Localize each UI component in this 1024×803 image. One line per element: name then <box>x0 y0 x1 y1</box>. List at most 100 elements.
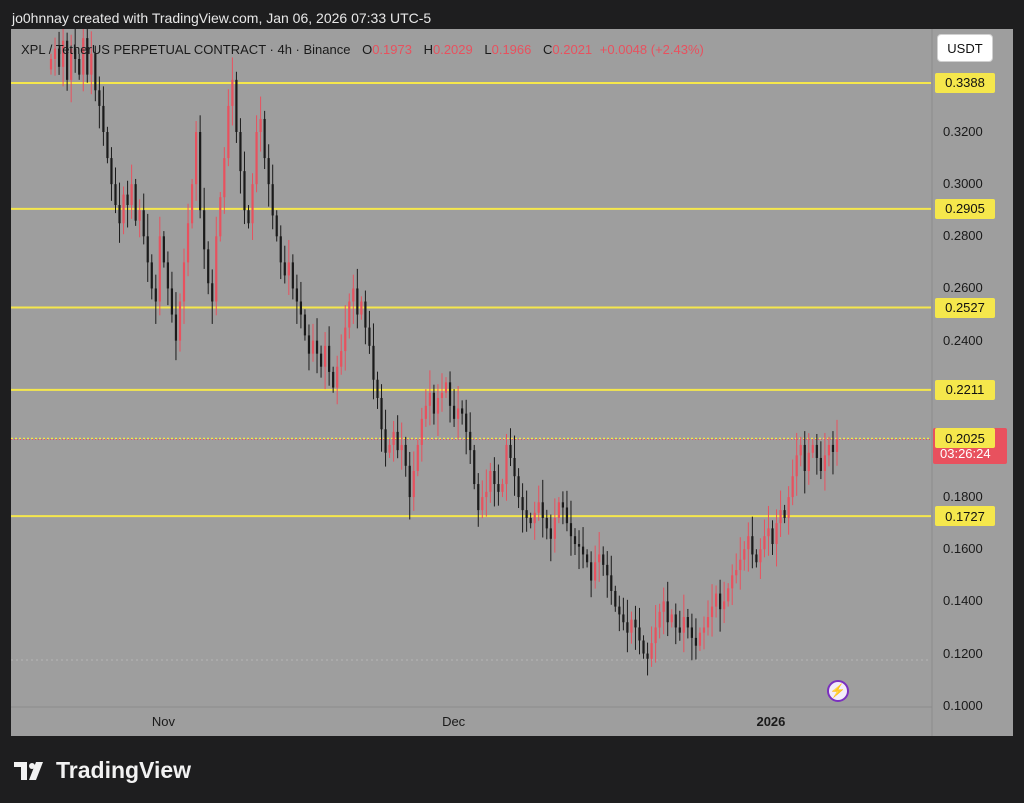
y-tick-label: 0.3000 <box>943 176 983 192</box>
candle <box>416 439 419 477</box>
candle <box>577 530 581 570</box>
candle <box>219 191 222 242</box>
candle <box>90 31 93 95</box>
candle <box>328 326 331 386</box>
symbol-legend: XPL / TetherUS PERPETUAL CONTRACT · 4h ·… <box>21 42 704 57</box>
candle <box>66 32 69 91</box>
close-key: C <box>543 42 553 57</box>
candle <box>243 151 246 225</box>
candle <box>267 144 270 207</box>
candle <box>771 520 774 555</box>
candle <box>315 318 319 374</box>
candle <box>497 464 500 506</box>
candle <box>440 373 444 412</box>
candle <box>283 245 286 284</box>
candle <box>158 216 161 316</box>
candle <box>723 581 726 624</box>
candle <box>380 384 383 452</box>
candle <box>138 199 141 238</box>
lightning-icon[interactable]: ⚡ <box>827 680 849 702</box>
candle <box>271 164 274 230</box>
high-key: H <box>423 42 433 57</box>
x-tick-label: Dec <box>442 714 466 729</box>
candle <box>412 451 415 511</box>
candle <box>690 613 694 661</box>
candle <box>436 384 440 437</box>
candle <box>481 480 484 519</box>
candle <box>235 71 238 143</box>
candle <box>525 490 528 532</box>
candle <box>303 309 307 341</box>
candle <box>461 400 464 425</box>
candle <box>775 509 778 567</box>
candle <box>392 420 395 462</box>
candle <box>150 254 153 300</box>
candle <box>396 415 399 459</box>
candle <box>602 546 605 576</box>
candle <box>368 310 371 354</box>
candle <box>340 334 343 375</box>
candle <box>638 607 641 655</box>
chart-area[interactable] <box>11 29 1013 736</box>
candle <box>783 504 786 524</box>
candle <box>114 167 117 214</box>
candle <box>364 290 367 345</box>
candle <box>614 585 617 612</box>
candle <box>678 610 681 641</box>
level-price-tag: 0.2211 <box>935 379 995 400</box>
candle <box>630 611 633 644</box>
candle <box>626 599 629 653</box>
candle <box>211 269 214 324</box>
candle <box>154 274 157 324</box>
candle <box>646 642 649 676</box>
candle <box>590 551 593 598</box>
candle <box>223 147 226 214</box>
candle <box>146 213 149 282</box>
candle <box>74 29 77 73</box>
candle <box>521 483 524 533</box>
candle <box>706 600 710 636</box>
candle <box>263 110 266 170</box>
candle <box>251 173 254 240</box>
candle <box>106 126 109 164</box>
candle <box>561 491 565 525</box>
currency-button[interactable]: USDT <box>937 34 993 62</box>
candle <box>493 457 496 507</box>
candle <box>299 281 303 329</box>
candle <box>444 377 448 398</box>
candle <box>352 274 355 324</box>
candle <box>763 519 766 558</box>
candle <box>606 551 609 598</box>
candle <box>384 409 387 467</box>
candle <box>275 210 278 242</box>
brand-name: TradingView <box>56 757 192 783</box>
candle <box>666 581 669 637</box>
candle <box>130 164 133 219</box>
candle <box>594 545 597 589</box>
open-key: O <box>362 42 373 57</box>
change-value: +0.0048 (+2.43%) <box>599 42 704 57</box>
candle <box>553 498 556 553</box>
high-value: 0.2029 <box>432 42 473 57</box>
candle <box>489 462 492 503</box>
y-tick-label: 0.1600 <box>943 541 983 557</box>
candle <box>549 514 552 562</box>
level-price-tag: 0.1727 <box>935 506 995 527</box>
candle <box>835 419 839 466</box>
candle <box>513 435 516 496</box>
chart-canvas[interactable] <box>11 29 1013 736</box>
candle <box>465 399 468 455</box>
candle <box>134 178 137 226</box>
candle <box>118 182 121 243</box>
candle <box>53 37 57 76</box>
candle <box>477 473 480 527</box>
x-tick-label: Nov <box>151 714 175 729</box>
candle <box>86 29 89 83</box>
candle <box>751 516 754 569</box>
candle <box>714 585 718 618</box>
candle <box>388 439 391 458</box>
candle <box>533 501 536 540</box>
candle <box>408 451 411 520</box>
candle <box>739 537 742 590</box>
candle <box>162 231 165 268</box>
